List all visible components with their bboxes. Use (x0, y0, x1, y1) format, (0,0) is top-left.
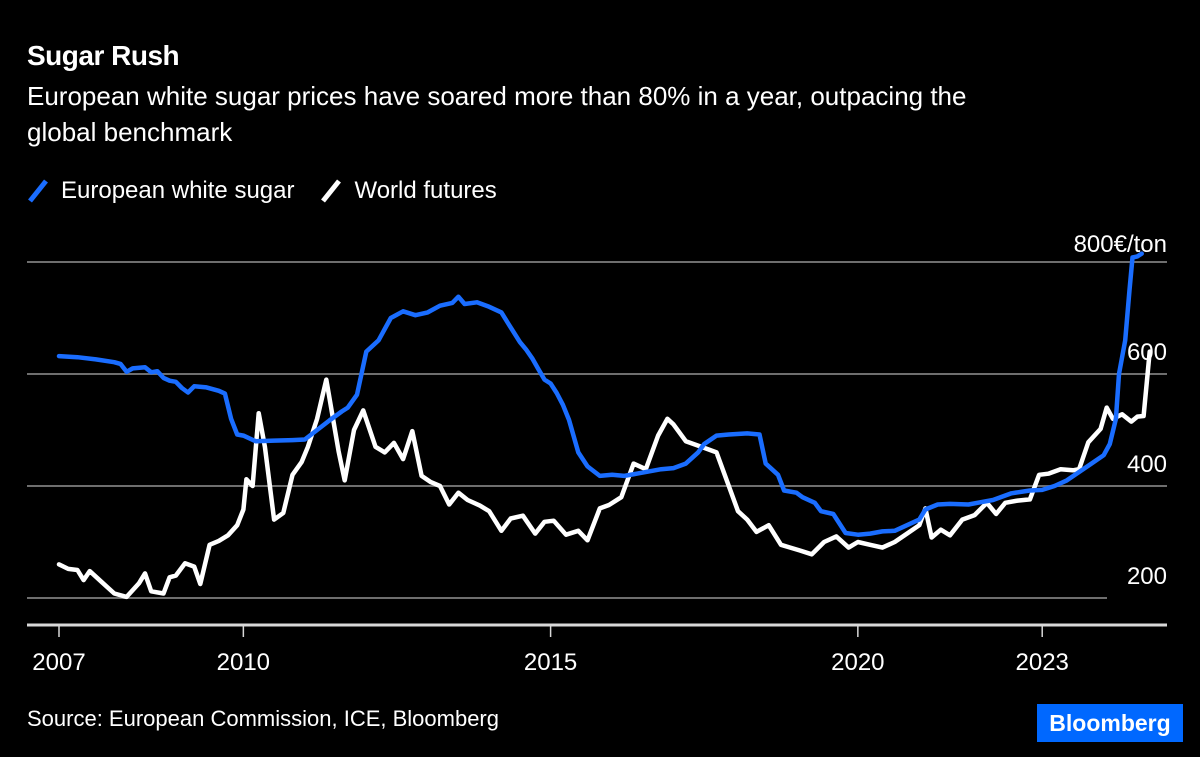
series-lines (56, 251, 1152, 600)
chart-title: Sugar Rush (27, 40, 180, 71)
legend: European white sugar World futures (27, 177, 523, 205)
legend-item-european: European white sugar (27, 177, 294, 205)
series-line-world-futures (56, 349, 1152, 600)
legend-swatch-european-icon (28, 179, 48, 203)
x-tick-label-2007: 2007 (32, 649, 85, 676)
x-axis: 2007 2010 2015 2020 2023 (27, 623, 1167, 676)
source-note: Source: European Commission, ICE, Bloomb… (27, 706, 499, 731)
x-tick-label-2020: 2020 (831, 649, 884, 676)
chart-subtitle: European white sugar prices have soared … (27, 81, 967, 147)
gridlines (27, 261, 1167, 599)
x-tick-label-2015: 2015 (524, 649, 577, 676)
legend-swatch-world-icon (321, 179, 342, 203)
legend-label-european: European white sugar (61, 177, 295, 204)
y-tick-label-200: 200 (1127, 563, 1167, 590)
legend-label-world: World futures (354, 177, 497, 204)
legend-item-world: World futures (320, 177, 497, 205)
bloomberg-logo: Bloomberg (1037, 704, 1183, 742)
x-tick-label-2023: 2023 (1016, 649, 1069, 676)
y-tick-label-800: 800€/ton (1074, 231, 1167, 258)
series-line-european-white-sugar (56, 251, 1144, 537)
y-tick-label-400: 400 (1127, 451, 1167, 478)
x-tick-label-2010: 2010 (217, 649, 270, 676)
